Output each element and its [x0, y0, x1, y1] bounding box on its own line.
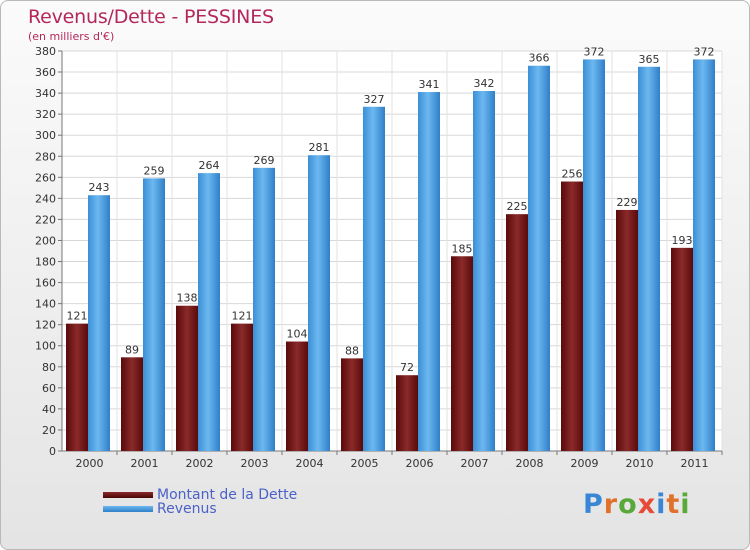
data-label-dette: 225 — [507, 200, 528, 213]
bar-revenus — [473, 91, 495, 451]
y-tick-label: 360 — [35, 66, 56, 79]
bar-revenus — [253, 167, 275, 451]
logo-letter: P — [583, 489, 604, 520]
data-label-revenus: 327 — [364, 93, 385, 106]
data-label-revenus: 365 — [639, 53, 660, 66]
x-tick-label: 2008 — [516, 457, 544, 470]
bar-dette — [176, 305, 198, 451]
data-label-revenus: 269 — [254, 154, 275, 167]
logo-letter: x — [637, 489, 657, 520]
bar-revenus — [308, 155, 330, 452]
data-label-dette: 104 — [287, 328, 308, 341]
bar-revenus — [363, 106, 385, 451]
bar-dette — [616, 209, 638, 451]
x-tick-label: 2007 — [461, 457, 489, 470]
x-tick-label: 2009 — [571, 457, 599, 470]
bar-dette — [561, 181, 583, 452]
legend-label-dette: Montant de la Dette — [157, 487, 298, 503]
bar-dette — [341, 358, 363, 451]
data-label-dette: 138 — [177, 292, 198, 305]
logo-letter: r — [603, 489, 619, 520]
legend-swatch-revenus — [103, 506, 153, 512]
data-label-revenus: 366 — [529, 52, 550, 65]
bar-revenus — [528, 65, 550, 451]
data-label-revenus: 372 — [694, 45, 715, 58]
y-tick-label: 140 — [35, 298, 56, 311]
legend-item-dette: Montant de la Dette — [103, 487, 298, 503]
x-tick-label: 2005 — [351, 457, 379, 470]
bar-revenus — [418, 92, 440, 451]
y-tick-label: 100 — [35, 340, 56, 353]
data-label-dette: 229 — [617, 196, 638, 209]
data-label-revenus: 259 — [144, 164, 165, 177]
y-tick-label: 180 — [35, 256, 56, 269]
data-label-revenus: 281 — [309, 141, 330, 154]
y-tick-label: 160 — [35, 277, 56, 290]
x-tick-label: 2000 — [76, 457, 104, 470]
x-tick-label: 2001 — [131, 457, 159, 470]
data-label-dette: 256 — [562, 168, 583, 181]
x-tick-label: 2002 — [186, 457, 214, 470]
bar-revenus — [198, 173, 220, 451]
data-label-dette: 88 — [345, 344, 359, 357]
bar-revenus — [693, 59, 715, 451]
data-label-dette: 89 — [125, 343, 139, 356]
y-tick-label: 240 — [35, 192, 56, 205]
chart-title: Revenus/Dette - PESSINES — [28, 6, 274, 28]
logo-letter: o — [618, 489, 638, 520]
bar-dette — [286, 341, 308, 451]
legend-label-revenus: Revenus — [157, 501, 217, 517]
logo-letter: i — [680, 489, 691, 520]
y-tick-label: 60 — [42, 382, 56, 395]
bar-dette — [506, 214, 528, 451]
legend-swatch-dette — [103, 492, 153, 498]
y-tick-label: 340 — [35, 87, 56, 100]
bar-dette — [231, 323, 253, 451]
data-label-dette: 121 — [232, 310, 253, 323]
data-label-dette: 193 — [672, 234, 693, 247]
y-tick-label: 260 — [35, 171, 56, 184]
y-tick-label: 40 — [42, 403, 56, 416]
y-tick-label: 280 — [35, 150, 56, 163]
bar-revenus — [583, 59, 605, 451]
logo-letter: t — [666, 489, 681, 520]
y-tick-label: 200 — [35, 234, 56, 247]
proxiti-logo: Proxiti — [583, 489, 691, 520]
logo-letter: i — [656, 489, 667, 520]
y-tick-label: 220 — [35, 213, 56, 226]
x-tick-label: 2006 — [406, 457, 434, 470]
y-tick-label: 20 — [42, 424, 56, 437]
data-label-revenus: 372 — [584, 45, 605, 58]
data-label-revenus: 341 — [419, 78, 440, 91]
data-label-revenus: 342 — [474, 77, 495, 90]
y-tick-label: 380 — [35, 45, 56, 58]
x-tick-label: 2003 — [241, 457, 269, 470]
y-tick-label: 300 — [35, 129, 56, 142]
bar-revenus — [638, 66, 660, 451]
y-tick-label: 320 — [35, 108, 56, 121]
chart-subtitle: (en milliers d'€) — [28, 30, 115, 43]
data-label-dette: 121 — [67, 310, 88, 323]
bar-dette — [671, 247, 693, 451]
x-tick-label: 2011 — [681, 457, 709, 470]
bar-dette — [121, 357, 143, 451]
y-tick-label: 0 — [49, 445, 56, 458]
bar-dette — [66, 323, 88, 451]
data-label-revenus: 264 — [199, 159, 220, 172]
y-tick-label: 80 — [42, 361, 56, 374]
bar-dette — [396, 375, 418, 451]
x-tick-label: 2004 — [296, 457, 324, 470]
bar-revenus — [88, 195, 110, 451]
data-label-dette: 185 — [452, 242, 473, 255]
bar-revenus — [143, 178, 165, 452]
data-label-revenus: 243 — [89, 181, 110, 194]
y-tick-label: 120 — [35, 319, 56, 332]
data-label-dette: 72 — [400, 361, 414, 374]
legend-item-revenus: Revenus — [103, 501, 217, 517]
bar-dette — [451, 256, 473, 451]
x-tick-label: 2010 — [626, 457, 654, 470]
